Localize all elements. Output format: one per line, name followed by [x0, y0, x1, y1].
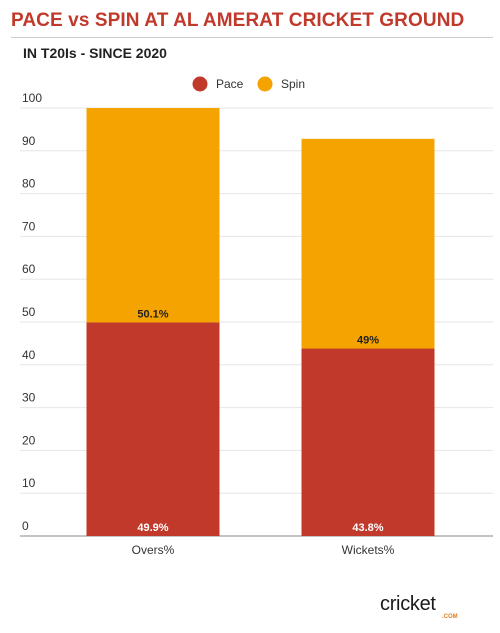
y-tick-label-40: 40 [22, 348, 36, 362]
x-tick-label-1: Wickets% [342, 543, 395, 557]
logo-wordmark: cricket [380, 593, 436, 615]
y-tick-label-90: 90 [22, 134, 36, 148]
x-axis-ticks: Overs% Wickets% [132, 543, 395, 557]
chart-subtitle: IN T20Is - SINCE 2020 [23, 45, 167, 61]
legend-label-spin: Spin [281, 77, 305, 91]
bar-spin-1 [301, 138, 435, 349]
y-tick-label-20: 20 [22, 433, 36, 447]
data-label-pace-1: 43.8% [352, 522, 383, 534]
y-tick-label-70: 70 [22, 219, 36, 233]
y-tick-label-50: 50 [22, 305, 36, 319]
y-tick-label-0: 0 [22, 519, 29, 533]
legend-label-pace: Pace [216, 77, 244, 91]
title-divider [11, 37, 493, 38]
cricket-com-logo: cricket .COM [380, 593, 458, 620]
logo-suffix: .COM [442, 614, 458, 620]
y-axis-ticks: 0 10 20 30 40 50 60 70 80 90 100 [22, 91, 42, 533]
legend-marker-spin [257, 76, 273, 92]
data-label-pace-0: 49.9% [137, 522, 168, 534]
y-tick-label-30: 30 [22, 391, 36, 405]
bars [86, 108, 435, 536]
y-tick-label-100: 100 [22, 91, 42, 105]
legend-marker-pace [192, 76, 208, 92]
chart-title: PACE vs SPIN AT AL AMERAT CRICKET GROUND [11, 10, 465, 31]
y-tick-label-10: 10 [22, 476, 36, 490]
legend: Pace Spin [192, 76, 305, 92]
y-tick-label-80: 80 [22, 177, 36, 191]
bar-pace-0 [86, 322, 220, 536]
data-labels: 49.9% 50.1% 43.8% 49% [137, 308, 383, 534]
y-tick-label-60: 60 [22, 262, 36, 276]
x-tick-label-0: Overs% [132, 543, 175, 557]
bar-pace-1 [301, 348, 435, 536]
data-label-spin-1: 49% [357, 335, 379, 347]
data-label-spin-0: 50.1% [137, 308, 168, 320]
bar-spin-0 [86, 108, 220, 323]
